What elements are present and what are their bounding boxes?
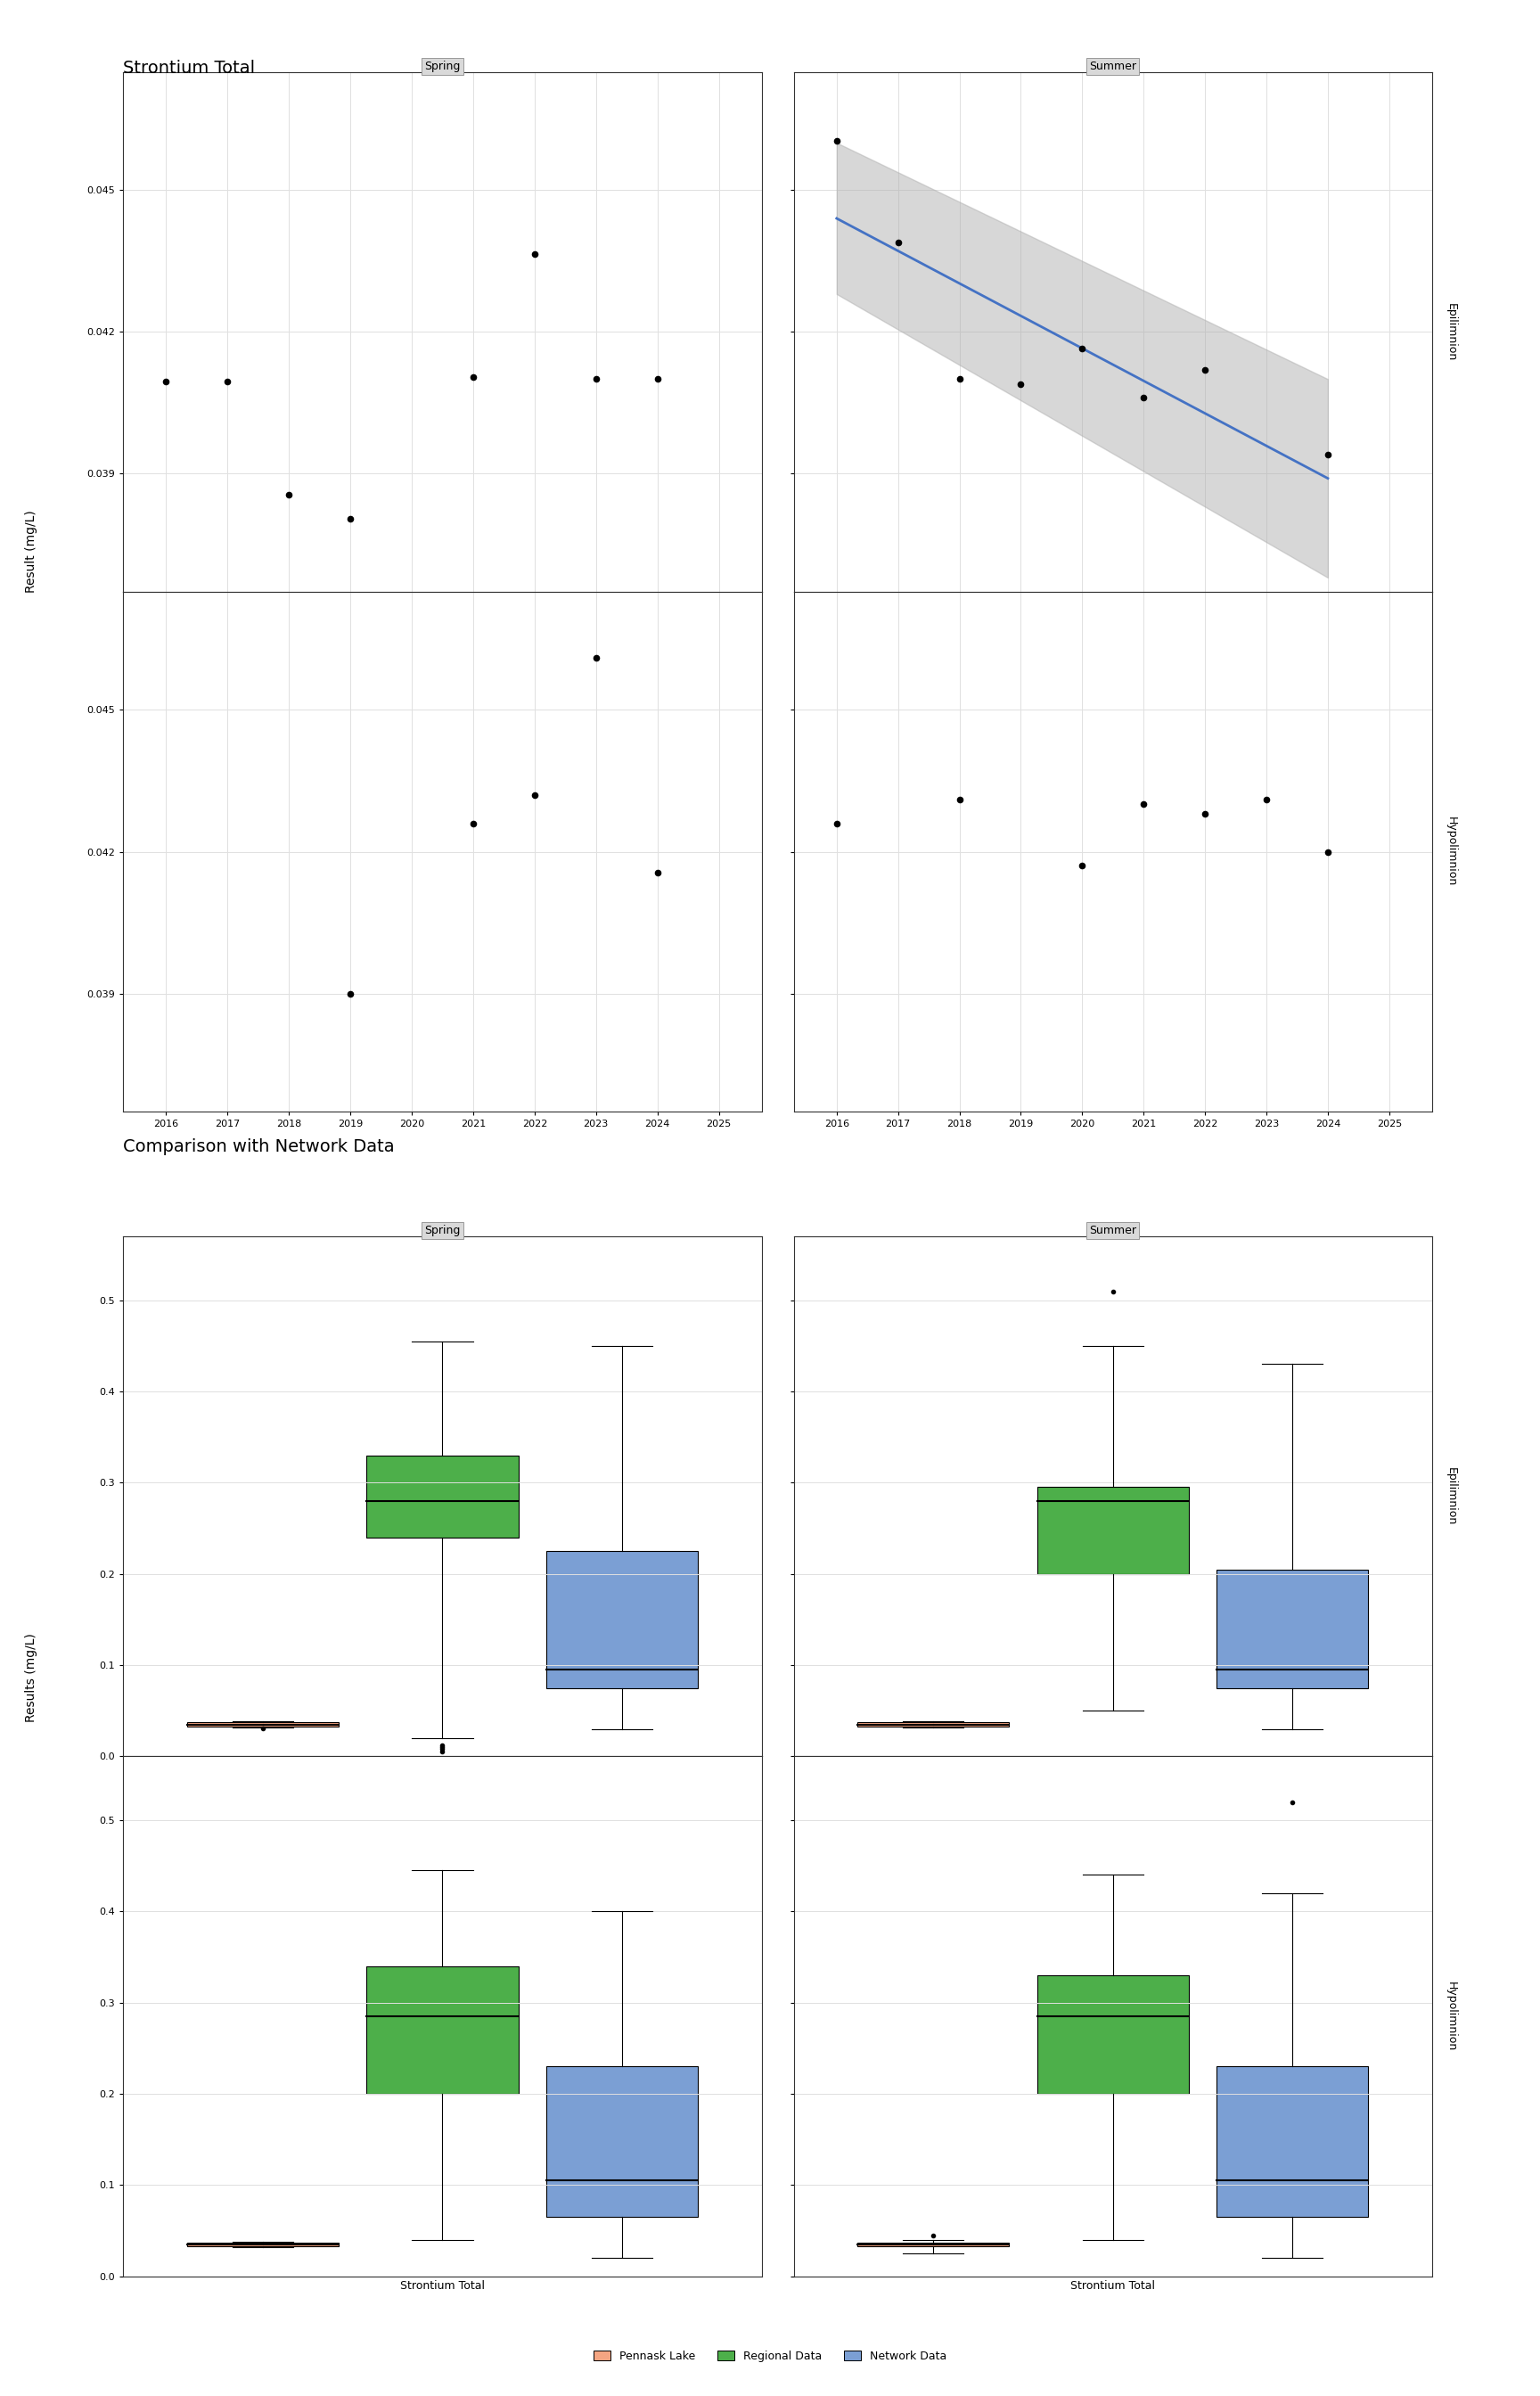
- Bar: [1036, 1488, 1189, 1574]
- Point: [154, 362, 179, 400]
- Point: [1192, 350, 1217, 388]
- Point: [824, 805, 849, 843]
- Bar: [367, 1454, 519, 1538]
- Point: [1315, 436, 1340, 474]
- Point: [947, 781, 972, 819]
- Point: [1070, 846, 1095, 884]
- Point: [885, 223, 910, 261]
- Text: Epilimnion: Epilimnion: [1445, 1466, 1457, 1526]
- Point: [522, 776, 547, 815]
- Text: Strontium Total: Strontium Total: [123, 60, 256, 77]
- Point: [460, 357, 485, 395]
- Bar: [858, 1723, 1009, 1725]
- Point: [277, 477, 302, 515]
- Title: Spring: Spring: [425, 60, 460, 72]
- Point: [645, 853, 670, 891]
- Text: Epilimnion: Epilimnion: [1445, 302, 1457, 362]
- Bar: [1036, 1974, 1189, 2094]
- Text: Hypolimnion: Hypolimnion: [1445, 817, 1457, 887]
- Point: [1070, 328, 1095, 367]
- Title: Summer: Summer: [1089, 60, 1137, 72]
- Point: [339, 975, 363, 1014]
- Legend: Pennask Lake, Regional Data, Network Data: Pennask Lake, Regional Data, Network Dat…: [590, 2346, 950, 2367]
- Text: Hypolimnion: Hypolimnion: [1445, 1981, 1457, 2051]
- Point: [947, 359, 972, 398]
- Point: [1132, 379, 1157, 417]
- Bar: [1217, 2065, 1369, 2216]
- Title: Summer: Summer: [1089, 1224, 1137, 1236]
- Point: [522, 235, 547, 273]
- Bar: [186, 1723, 339, 1725]
- Text: Comparison with Network Data: Comparison with Network Data: [123, 1138, 394, 1155]
- Point: [216, 362, 240, 400]
- Text: Result (mg/L): Result (mg/L): [25, 510, 37, 592]
- Point: [1192, 795, 1217, 834]
- Bar: [547, 1550, 698, 1687]
- Bar: [547, 2065, 698, 2216]
- Bar: [1217, 1569, 1369, 1687]
- Point: [824, 122, 849, 161]
- Point: [584, 640, 608, 678]
- Point: [1009, 364, 1033, 403]
- Point: [584, 359, 608, 398]
- Point: [339, 498, 363, 537]
- Title: Spring: Spring: [425, 1224, 460, 1236]
- Bar: [858, 2243, 1009, 2245]
- Point: [1254, 781, 1278, 819]
- Bar: [186, 2243, 339, 2245]
- Point: [460, 805, 485, 843]
- Bar: [367, 1967, 519, 2094]
- Text: Results (mg/L): Results (mg/L): [25, 1632, 37, 1723]
- Point: [645, 359, 670, 398]
- Point: [1132, 786, 1157, 824]
- Point: [1315, 831, 1340, 870]
